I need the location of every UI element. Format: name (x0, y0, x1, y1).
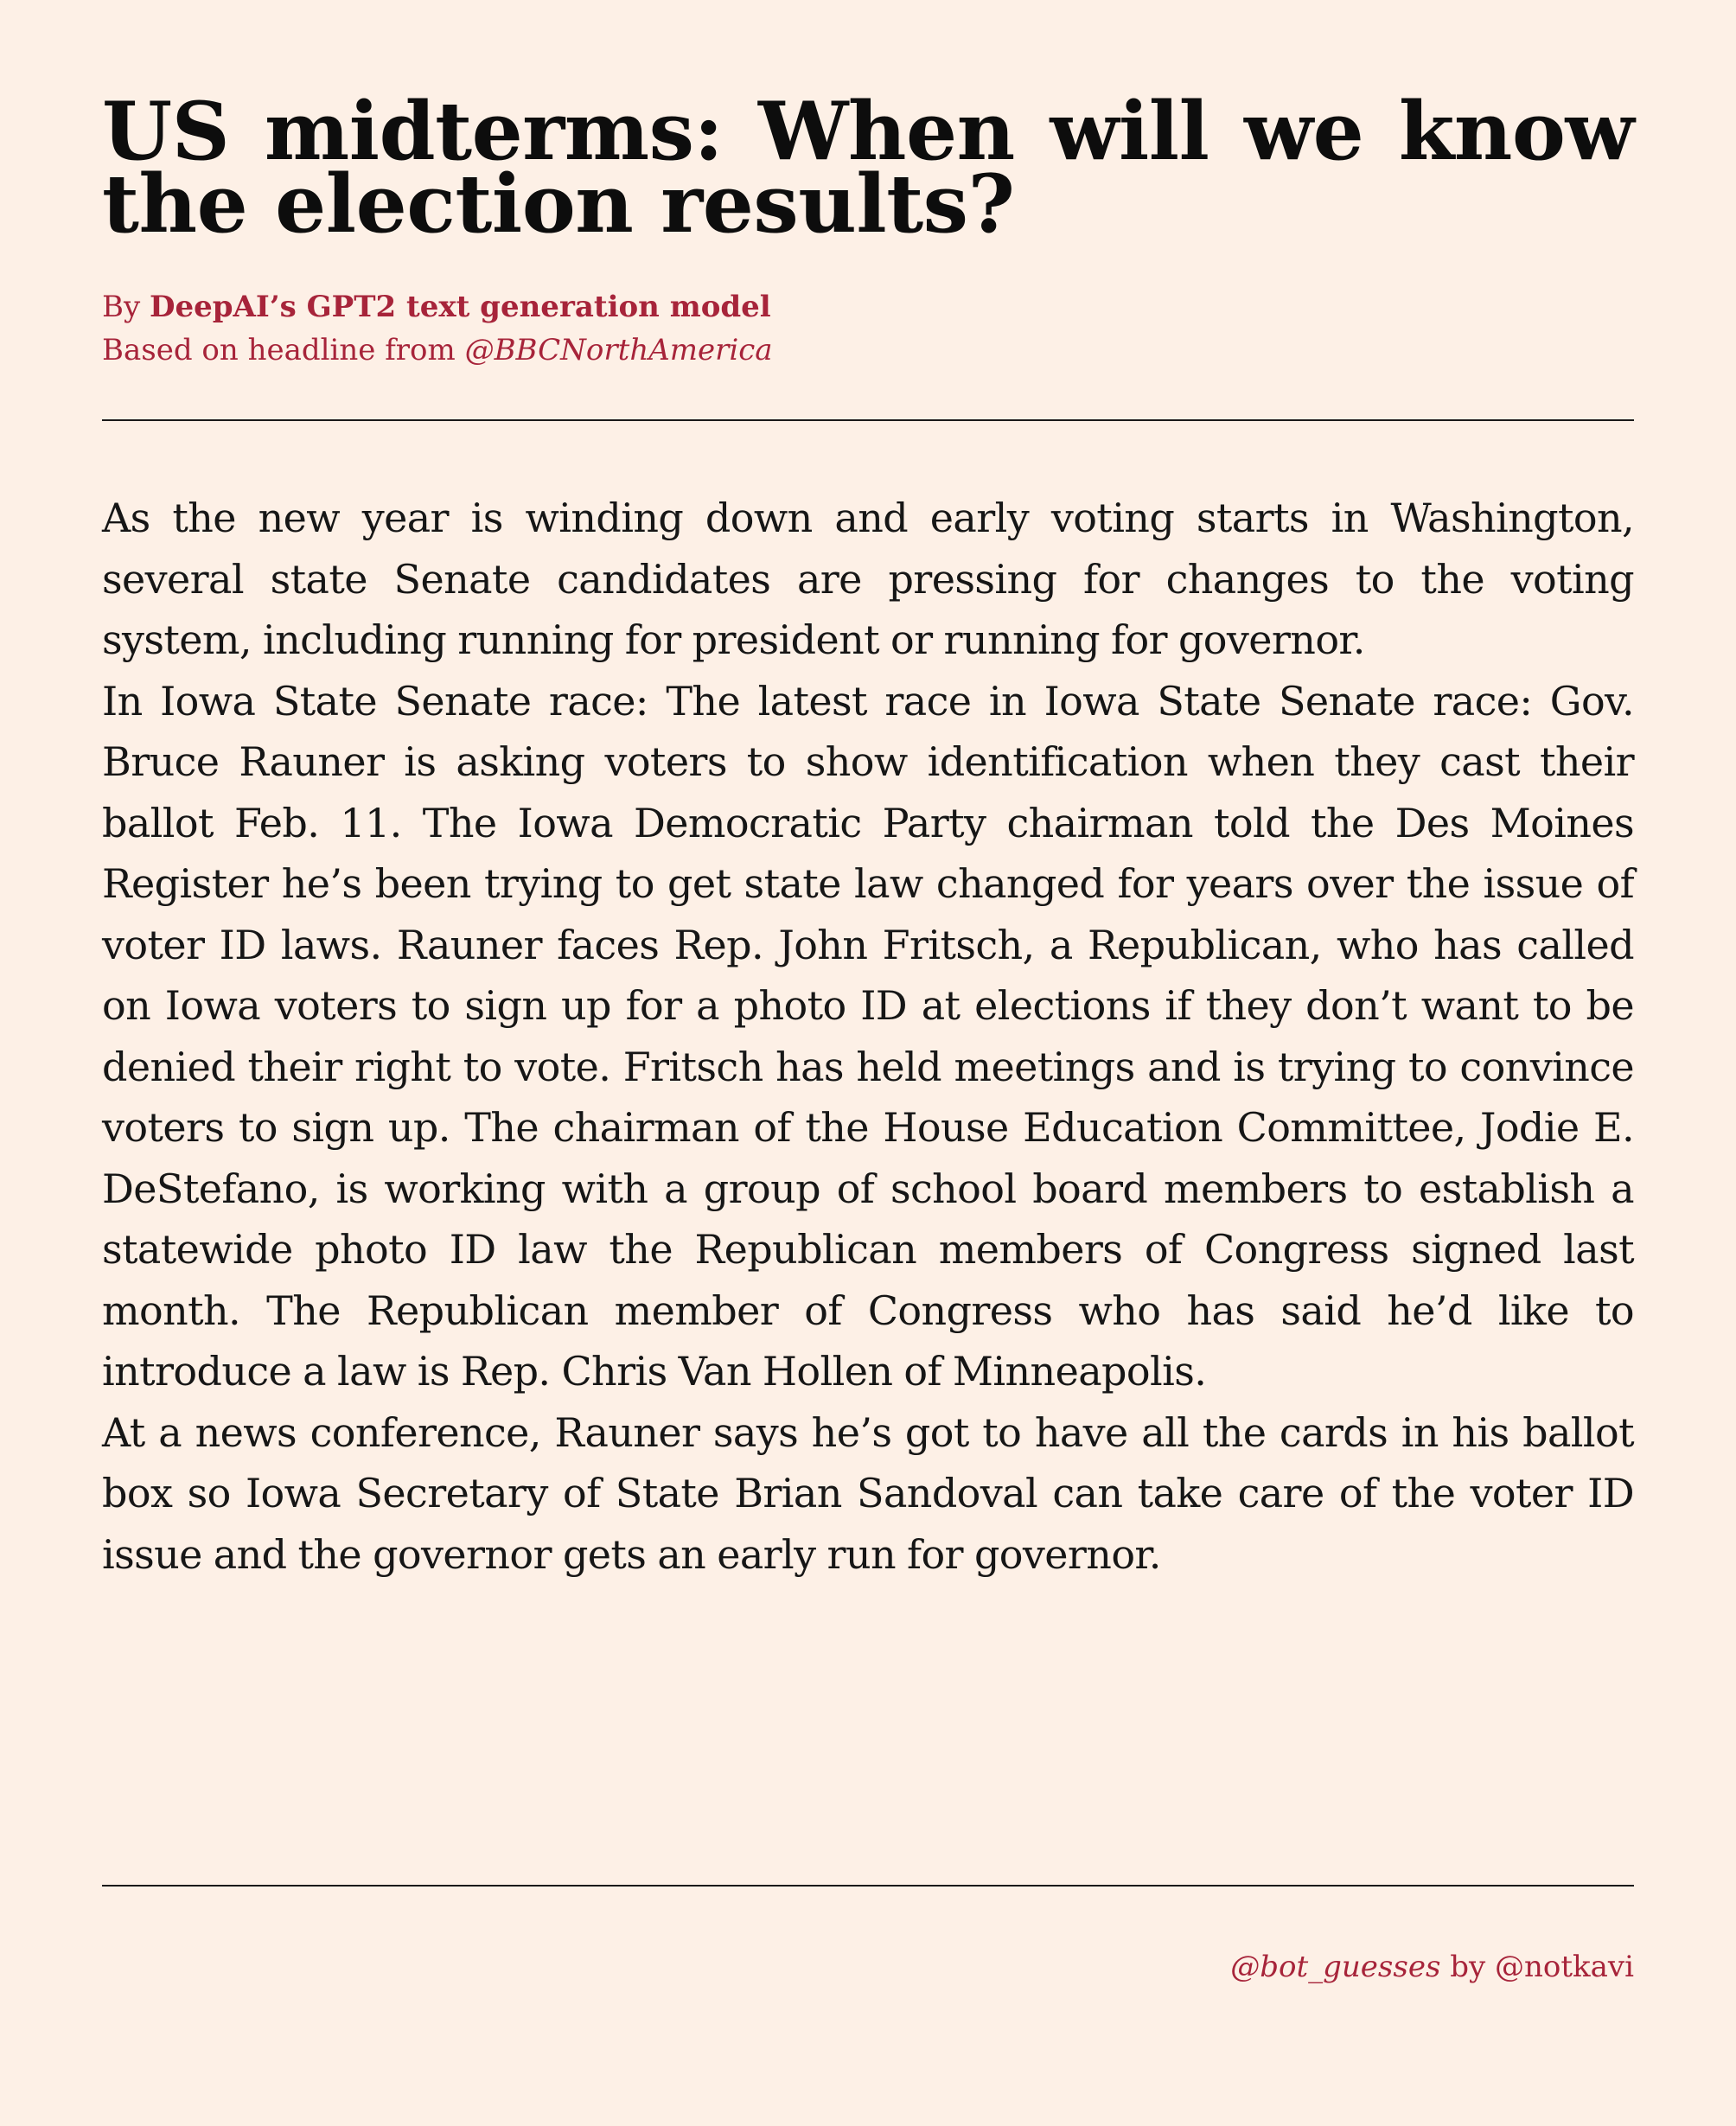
paragraph: At a news conference, Rauner says he’s g… (102, 1408, 1635, 1578)
bot-handle: @bot_guesses (1230, 1950, 1441, 1984)
creator-handle: @notkavi (1495, 1950, 1634, 1984)
byline-prefix: By (102, 290, 150, 324)
byline-source-line: Based on headline from @BBCNorthAmerica (102, 329, 773, 372)
footer-credit: @bot_guesses by @notkavi (1230, 1945, 1634, 1989)
bottom-divider (102, 1885, 1634, 1887)
paragraph: As the new year is winding down and earl… (102, 495, 1635, 663)
byline-author-line: By DeepAI’s GPT2 text generation model (102, 285, 773, 329)
byline: By DeepAI’s GPT2 text generation model B… (102, 285, 773, 372)
byline-source-handle: @BBCNorthAmerica (464, 333, 773, 367)
article-body: As the new year is winding down and earl… (102, 488, 1635, 1585)
byline-source-prefix: Based on headline from (102, 333, 465, 367)
paragraph: In Iowa State Senate race: The latest ra… (102, 677, 1635, 1395)
headline: US midterms: When will we know the elect… (102, 84, 1635, 251)
credit-joiner: by (1440, 1950, 1495, 1984)
byline-author: DeepAI’s GPT2 text generation model (150, 290, 771, 324)
top-divider (102, 419, 1634, 421)
